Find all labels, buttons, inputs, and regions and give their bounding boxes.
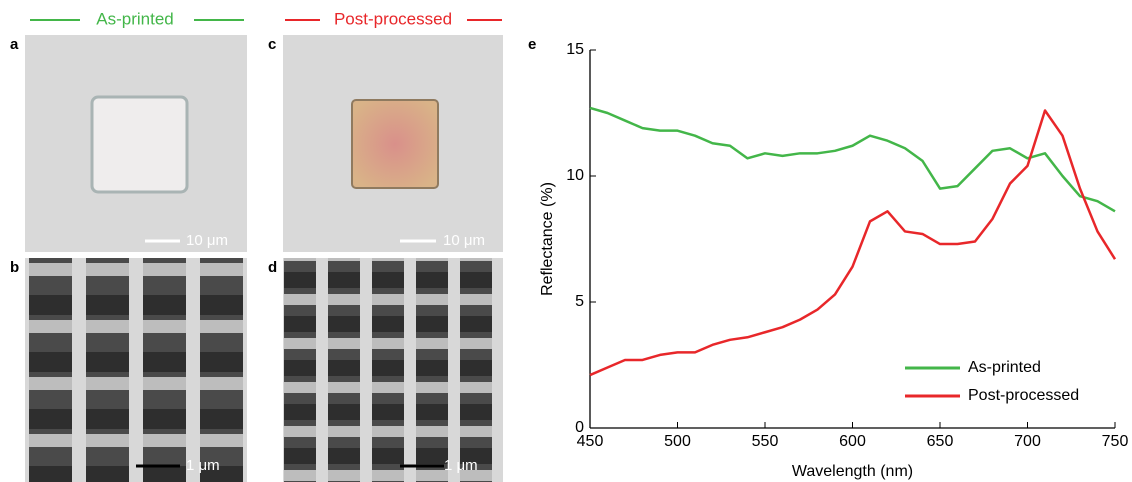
panel-label: c [268, 36, 276, 53]
y-axis-label: Reflectance (%) [539, 182, 556, 296]
x-tick-label: 600 [839, 433, 866, 450]
header: As-printed [96, 9, 173, 28]
panel-label: b [10, 259, 19, 276]
legend-label: Post-processed [968, 387, 1079, 404]
x-tick-label: 550 [752, 433, 779, 450]
x-tick-label: 650 [927, 433, 954, 450]
printed-square [90, 95, 189, 194]
x-tick-label: 500 [664, 433, 691, 450]
scale-bar-label: 1 μm [186, 457, 220, 474]
x-tick-label: 450 [577, 433, 604, 450]
printed-square [351, 99, 439, 189]
sem-image [283, 258, 503, 482]
panel-label: d [268, 259, 277, 276]
x-tick-label: 700 [1014, 433, 1041, 450]
scale-bar-label: 10 μm [186, 232, 228, 249]
scale-bar-label: 1 μm [444, 457, 478, 474]
scale-bar-label: 10 μm [443, 232, 485, 249]
header: Post-processed [334, 9, 452, 28]
x-tick-label: 750 [1102, 433, 1129, 450]
panel-label: e [528, 36, 536, 53]
y-tick-label: 0 [575, 419, 584, 436]
sem-image [25, 258, 247, 482]
series-line [589, 109, 1117, 377]
legend-label: As-printed [968, 359, 1041, 376]
panel-label: a [10, 36, 19, 53]
y-tick-label: 15 [566, 41, 584, 58]
chart: 0 5 10 15 450 500 550 600 650 700 750 Wavelength (n… [539, 41, 1128, 480]
series-line [589, 106, 1116, 213]
y-tick-label: 10 [566, 167, 584, 184]
x-axis-label: Wavelength (nm) [792, 463, 913, 480]
y-tick-label: 5 [575, 293, 584, 310]
